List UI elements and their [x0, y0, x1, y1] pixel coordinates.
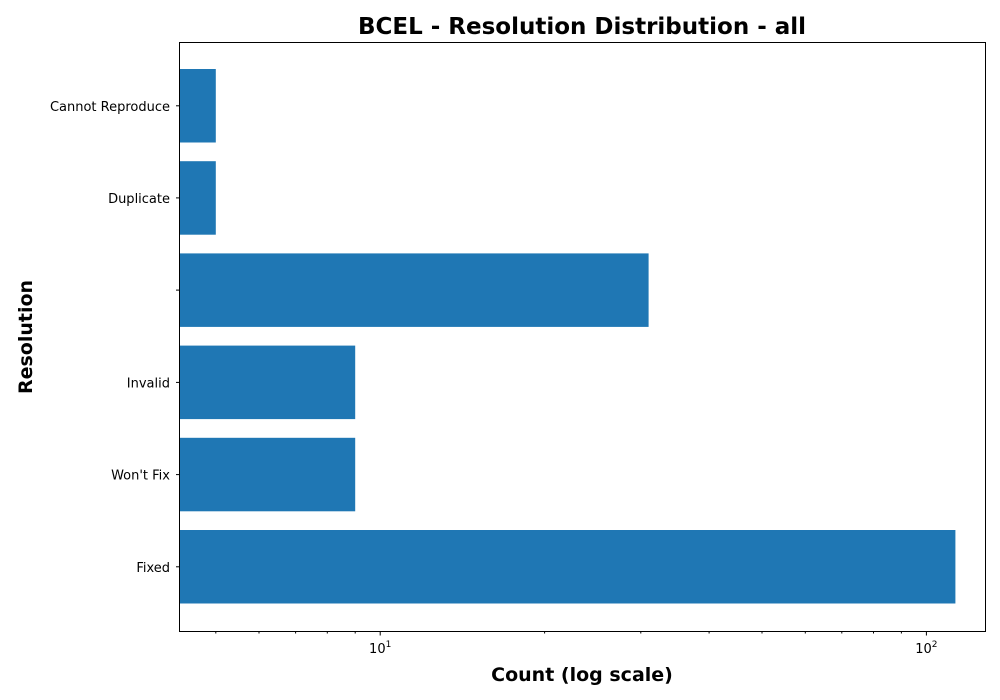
x-axis-ticks: 101 102 — [215, 631, 938, 657]
y-axis-title: Resolution — [15, 280, 37, 394]
bar — [180, 345, 356, 420]
y-tick-label: Fixed — [136, 561, 170, 576]
y-tick-label: Duplicate — [108, 192, 170, 207]
y-axis-ticks: Cannot Reproduce Duplicate Invalid Won't Fi… — [50, 100, 180, 576]
x-axis-title: Count (log scale) — [491, 664, 673, 686]
plot-frame — [179, 42, 986, 632]
bars-group — [180, 69, 956, 604]
bar — [180, 161, 216, 235]
chart-title: BCEL - Resolution Distribution - all — [358, 14, 806, 40]
y-tick-label: Won't Fix — [111, 469, 170, 484]
bar — [180, 530, 956, 604]
bar — [180, 437, 356, 512]
y-tick-label: Cannot Reproduce — [50, 100, 170, 115]
bar — [180, 253, 649, 327]
bar — [180, 69, 216, 143]
x-tick-label: 102 — [915, 640, 937, 657]
y-tick-label: Invalid — [127, 376, 170, 391]
x-tick-label: 101 — [369, 640, 391, 657]
